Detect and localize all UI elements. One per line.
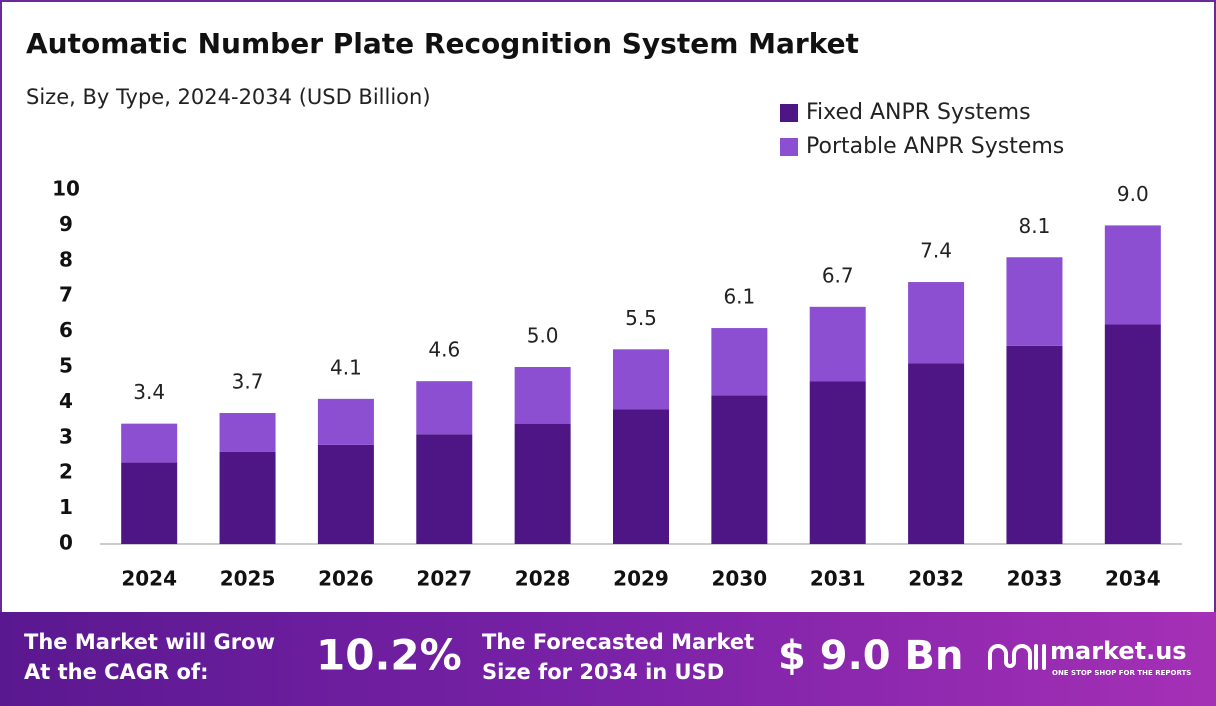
- y-tick-label: 10: [52, 177, 80, 201]
- forecast-text: The Forecasted Market: [482, 630, 754, 654]
- x-tick-label: 2025: [220, 567, 276, 591]
- bar-segment: [1006, 345, 1063, 544]
- y-tick-label: 8: [59, 247, 73, 271]
- bar-segment: [908, 282, 965, 364]
- cagr-text: At the CAGR of:: [24, 660, 209, 684]
- chart-title: Automatic Number Plate Recognition Syste…: [26, 27, 859, 60]
- bar-segment: [317, 398, 374, 445]
- y-tick-label: 1: [59, 495, 73, 519]
- bar-segment: [613, 349, 669, 410]
- x-tick-label: 2030: [712, 567, 768, 591]
- x-tick-label: 2032: [908, 567, 964, 591]
- total-label: 8.1: [1019, 214, 1051, 238]
- bar-segment: [514, 367, 571, 424]
- x-tick-label: 2028: [515, 567, 571, 591]
- total-label: 6.7: [822, 263, 854, 287]
- total-label: 3.4: [133, 380, 165, 404]
- forecast-text: Size for 2034 in USD: [482, 660, 724, 684]
- total-label: 3.7: [232, 370, 264, 394]
- x-tick-label: 2033: [1007, 567, 1063, 591]
- total-label: 5.5: [625, 306, 657, 330]
- legend-label: Portable ANPR Systems: [806, 134, 1064, 159]
- y-tick-label: 5: [59, 354, 73, 378]
- banner: [0, 612, 1216, 706]
- tagline: ONE STOP SHOP FOR THE REPORTS: [1052, 669, 1191, 677]
- banner-text: The Market will Grow At the CAGR of: 10.…: [24, 630, 1191, 684]
- x-tick-label: 2031: [810, 567, 866, 591]
- bar-segment: [317, 444, 374, 544]
- bar-segment: [219, 413, 276, 452]
- y-tick-label: 0: [59, 531, 73, 555]
- bar-segment: [711, 328, 768, 396]
- brand: market.us: [1050, 637, 1187, 665]
- y-tick-label: 2: [59, 460, 73, 484]
- logo: [988, 644, 1046, 670]
- bar-segment: [416, 381, 473, 435]
- x-tick-label: 2026: [318, 567, 374, 591]
- y-tick-label: 4: [59, 389, 73, 413]
- chart-subtitle: Size, By Type, 2024-2034 (USD Billion): [26, 85, 431, 109]
- bar-segment: [416, 434, 473, 544]
- bar-segment: [219, 451, 276, 544]
- x-tick-label: 2024: [121, 567, 177, 591]
- cagr-text: The Market will Grow: [24, 630, 275, 654]
- bar-segment: [711, 395, 768, 544]
- y-tick-label: 3: [59, 424, 73, 448]
- bar-segment: [908, 363, 965, 544]
- bar-segment: [613, 409, 669, 544]
- total-label: 7.4: [920, 239, 952, 263]
- legend-label: Fixed ANPR Systems: [806, 100, 1031, 125]
- bar-segment: [809, 381, 866, 544]
- legend-swatch: [780, 138, 798, 156]
- bar-segment: [809, 306, 866, 382]
- bar-segment: [514, 423, 571, 544]
- y-tick-label: 7: [59, 283, 73, 307]
- y-tick-label: 9: [59, 212, 73, 236]
- bar-segment: [1006, 257, 1063, 346]
- x-tick-label: 2029: [613, 567, 669, 591]
- total-label: 5.0: [527, 324, 559, 348]
- forecast-value: $ 9.0 Bn: [778, 633, 964, 679]
- x-tick-label: 2027: [416, 567, 472, 591]
- legend-swatch: [780, 104, 798, 122]
- bar-segment: [121, 462, 178, 544]
- total-label: 9.0: [1117, 182, 1149, 206]
- x-tick-label: 2034: [1105, 567, 1161, 591]
- total-label: 4.6: [428, 338, 460, 362]
- total-label: 4.1: [330, 355, 362, 379]
- bar-segment: [121, 423, 178, 463]
- bar-segment: [1104, 225, 1161, 325]
- cagr-value: 10.2%: [316, 631, 462, 680]
- bar-segment: [1104, 324, 1161, 544]
- total-label: 6.1: [723, 285, 755, 309]
- y-tick-label: 6: [59, 318, 73, 342]
